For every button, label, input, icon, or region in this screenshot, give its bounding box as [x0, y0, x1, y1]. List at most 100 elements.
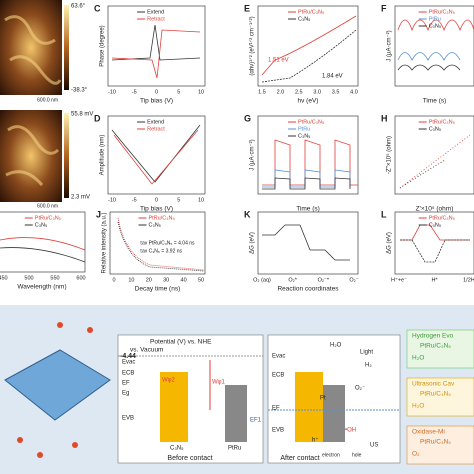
c3n5-band: [160, 372, 188, 442]
panel-label: L: [381, 209, 387, 219]
legend-label: C₃N₅: [298, 133, 310, 139]
legend-label: PtRu/C₃N₅: [35, 215, 61, 221]
label: electron: [322, 452, 340, 458]
label: H₂O: [412, 403, 424, 410]
label: PtRu/C₃N₅: [420, 439, 451, 446]
label: H₂O: [412, 355, 424, 362]
curves: [0, 15, 474, 272]
band-label: h⁺: [312, 437, 319, 444]
app-box: [406, 377, 474, 417]
axes: [257, 211, 359, 275]
band-label: H₂: [365, 363, 372, 369]
x-tick-label: 10: [128, 277, 134, 283]
label: -38.3°: [71, 88, 88, 94]
x-axis-label: Decay time (ns): [135, 286, 181, 293]
x-axis-label: Tip bias (V): [140, 206, 173, 213]
band-label: EF1: [250, 418, 262, 424]
x-axis-label: Tip bias (V): [140, 98, 173, 105]
molecules: [17, 322, 93, 458]
panel-label: G: [244, 113, 251, 123]
axes: [257, 5, 359, 87]
x-tick-label: 30: [163, 277, 169, 283]
annotation: τav PtRu/C₃N₅ = 4.04 ns: [140, 240, 195, 246]
x-tick-label: 1.5: [258, 89, 266, 95]
app-box: [406, 425, 474, 465]
band-label: ECB: [272, 373, 284, 379]
afm-image: [0, 110, 62, 202]
legend-label: PtRu/C₃N₅: [298, 9, 324, 15]
axes: [0, 211, 86, 273]
x-tick-label: -10: [108, 197, 116, 203]
label: 2.3 mV: [71, 195, 90, 201]
band-label: EF: [272, 406, 280, 412]
label: Potential (V) vs. NHE: [150, 339, 212, 346]
x-tick-label: 2.0: [277, 89, 285, 95]
label: 600.0 nm: [37, 203, 58, 209]
x-tick-label: 0: [155, 89, 158, 95]
colorbar: [64, 113, 69, 198]
panel-label: C: [94, 3, 101, 13]
annotation: τav C₃N₅ = 3.92 ns: [140, 248, 183, 254]
legend-label: PtRu/C₃N₅: [429, 215, 455, 221]
afm-texture: [4, 15, 62, 85]
panel-label: J: [96, 209, 101, 219]
x-tick-label: 1/2H₂: [463, 277, 474, 283]
x-tick-label: 10: [198, 197, 204, 203]
x-axis-label: Z'×10⁵ (ohm): [416, 206, 454, 213]
band-label: Light: [360, 350, 373, 356]
x-axis-label: Reaction coordinates: [277, 286, 339, 293]
label: After contact: [280, 455, 319, 462]
legend-label: C₃N₅: [429, 23, 441, 29]
panel-label: K: [244, 209, 251, 219]
afm-image: [0, 0, 62, 95]
legend-label: Retract: [147, 126, 165, 132]
label: hole: [352, 452, 362, 458]
panel-label: F: [381, 3, 387, 13]
band-label: O₂⁻: [355, 386, 365, 392]
label: 55.8 mV: [71, 112, 93, 118]
band-label: Evac: [272, 354, 285, 360]
x-tick-label: H⁺+e⁻: [391, 276, 407, 283]
x-tick-label: O₂*: [288, 277, 297, 283]
x-tick-label: 2.5: [295, 89, 303, 95]
band-label: Eg: [122, 391, 129, 397]
axes: [394, 115, 474, 195]
app-box: [406, 329, 474, 369]
x-tick-label: 3.0: [313, 89, 321, 95]
legend-label: PtRu/C₃N₅: [298, 119, 324, 125]
x-tick-label: -5: [132, 89, 137, 95]
y-axis-label: Amplitude (nm): [100, 135, 106, 176]
annotation: 1.51 eV: [268, 58, 289, 64]
x-axis-label: Wavelength (nm): [17, 284, 66, 291]
label: PtRu/C₃N₅: [420, 391, 451, 398]
x-tick-label: O₂ (aq): [253, 277, 271, 283]
x-tick-label: 5: [177, 197, 180, 203]
colorbar: [64, 5, 69, 90]
band-label: EVB: [272, 428, 284, 434]
x-tick-label: O₂⁻*: [318, 277, 330, 283]
panel-label: H: [381, 113, 388, 123]
band-label: EF: [122, 381, 130, 387]
label: Before contact: [167, 455, 212, 462]
band-label: EVB: [122, 416, 134, 422]
label: -4.44: [120, 353, 136, 360]
axes: [107, 115, 206, 195]
axes: [107, 5, 206, 87]
legend-label: C₃N₅: [35, 222, 47, 228]
x-tick-label: 20: [146, 277, 152, 283]
legend-label: C₃N₅: [429, 222, 441, 228]
x-tick-label: 600: [76, 275, 85, 281]
legend-label: Retract: [147, 16, 165, 22]
legend-label: PtRu: [429, 16, 441, 22]
legend-label: PtRu/C₃N₅: [429, 119, 455, 125]
y-axis-label: (αhν)¹ᐟ² (eV¹ᐟ² cm⁻¹ᐟ²): [249, 16, 256, 75]
legend-label: C₃N₅: [149, 222, 161, 228]
legend-label: PtRu/C₃N₅: [149, 215, 175, 221]
x-axis-label: Time (s): [296, 206, 320, 213]
axes: [394, 211, 474, 275]
y-axis-label: Relative intensity (a.u.): [102, 212, 108, 273]
label: O₂: [412, 451, 420, 458]
band-label: Wφ1: [212, 380, 226, 386]
x-tick-label: O₂⁻: [349, 277, 358, 283]
